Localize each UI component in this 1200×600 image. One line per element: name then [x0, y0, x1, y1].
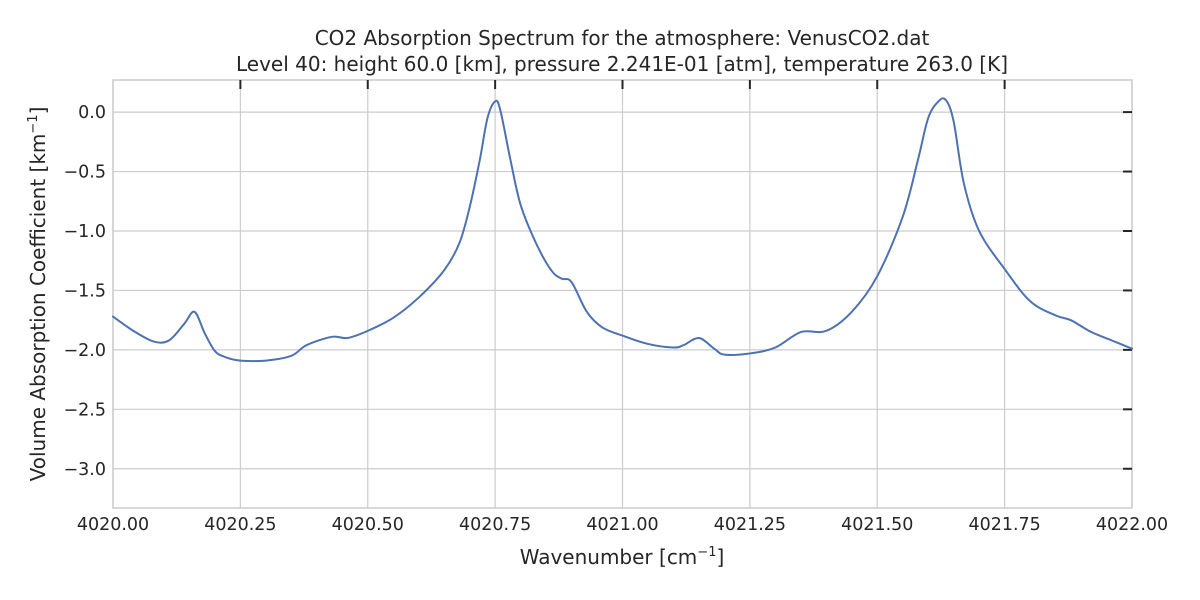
x-axis-label-sup: −1 [697, 545, 716, 560]
y-axis-label: Volume Absorption Coefficient [km−1] [26, 107, 50, 482]
x-tick-label: 4021.75 [968, 515, 1040, 535]
y-tick-label: −1.0 [64, 222, 107, 242]
chart-subtitle: Level 40: height 60.0 [km], pressure 2.2… [236, 52, 1008, 76]
y-axis-label-end: ] [26, 107, 50, 115]
x-tick-label: 4022.00 [1096, 515, 1168, 535]
y-tick-label: −2.5 [64, 400, 107, 420]
x-tick-label: 4020.75 [459, 515, 531, 535]
chart-title: CO2 Absorption Spectrum for the atmosphe… [315, 26, 930, 50]
y-tick-label: −1.5 [64, 281, 107, 301]
y-axis-label-text: Volume Absorption Coefficient [km [26, 134, 50, 482]
x-tick-label: 4021.50 [841, 515, 913, 535]
y-axis-label-sup: −1 [26, 114, 41, 133]
x-tick-label: 4021.00 [586, 515, 658, 535]
x-axis-label-text: Wavenumber [cm [520, 545, 698, 569]
y-tick-label: 0.0 [78, 103, 106, 123]
x-tick-label: 4020.25 [204, 515, 276, 535]
ticks [239, 80, 1132, 470]
y-tick-label: −2.0 [64, 341, 107, 361]
y-tick-label: −3.0 [64, 460, 107, 480]
x-tick-label: 4021.25 [714, 515, 786, 535]
x-tick-label: 4020.50 [332, 515, 404, 535]
absorption-line [112, 97, 1133, 363]
tick-labels: 4020.00 4020.25 4020.50 4020.75 4021.00 4021.… [64, 103, 1169, 535]
x-tick-label: 4020.00 [77, 515, 149, 535]
y-tick-label: −0.5 [64, 163, 107, 183]
x-axis-label: Wavenumber [cm−1] [520, 545, 725, 569]
x-axis-label-end: ] [716, 545, 724, 569]
grid [112, 80, 1133, 508]
